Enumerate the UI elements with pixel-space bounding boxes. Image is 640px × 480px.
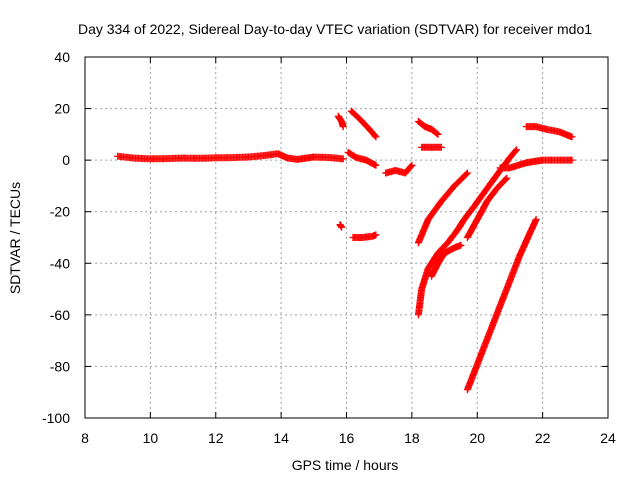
x-tick-label: 18 bbox=[404, 430, 420, 446]
series-pass-16c bbox=[344, 148, 380, 169]
series-markers bbox=[414, 118, 442, 138]
series-pass-16a bbox=[334, 112, 347, 131]
data-points bbox=[114, 107, 576, 394]
series-markers bbox=[418, 143, 445, 151]
series-markers bbox=[414, 169, 471, 247]
series-markers bbox=[349, 231, 380, 241]
y-tick-label: 20 bbox=[54, 101, 70, 117]
series-markers bbox=[382, 161, 416, 177]
series-markers bbox=[344, 148, 380, 169]
x-tick-label: 16 bbox=[339, 430, 355, 446]
series-pass-19b bbox=[463, 215, 540, 394]
series-markers bbox=[334, 112, 347, 131]
series-markers bbox=[522, 123, 576, 141]
series-pass-16e bbox=[349, 231, 380, 241]
x-axis-label: GPS time / hours bbox=[292, 457, 399, 473]
series-pass-18c bbox=[414, 169, 471, 247]
series-markers bbox=[347, 107, 380, 141]
series-markers bbox=[463, 215, 540, 394]
series-pass-21a bbox=[522, 123, 576, 141]
x-tick-label: 14 bbox=[273, 430, 289, 446]
series-markers bbox=[336, 221, 346, 231]
series-markers bbox=[496, 156, 576, 172]
series-baseline bbox=[114, 150, 347, 163]
series-markers bbox=[114, 150, 347, 163]
y-tick-label: -100 bbox=[42, 410, 70, 426]
y-tick-label: 40 bbox=[54, 49, 70, 65]
chart-title: Day 334 of 2022, Sidereal Day-to-day VTE… bbox=[78, 21, 592, 37]
series-pass-17a bbox=[382, 161, 416, 177]
x-tick-label: 20 bbox=[469, 430, 485, 446]
series-pass-18a bbox=[414, 118, 442, 138]
grid-lines bbox=[85, 57, 608, 418]
series-markers bbox=[463, 174, 511, 241]
y-tick-label: -80 bbox=[50, 358, 70, 374]
x-tick-label: 8 bbox=[81, 430, 89, 446]
y-axis-label: SDTVAR / TECUs bbox=[7, 182, 23, 294]
x-tick-label: 22 bbox=[535, 430, 551, 446]
y-tick-label: -20 bbox=[50, 204, 70, 220]
y-tick-label: 0 bbox=[62, 152, 70, 168]
series-pass-18e bbox=[428, 241, 465, 280]
series-pass-19a bbox=[463, 174, 511, 241]
y-axis-ticks: -100 -80 -60 -40 -20 0 20 40 bbox=[42, 49, 608, 426]
x-tick-label: 10 bbox=[143, 430, 159, 446]
series-pass-18b bbox=[418, 143, 445, 151]
y-tick-label: -40 bbox=[50, 255, 70, 271]
x-tick-label: 12 bbox=[208, 430, 224, 446]
series-pass-16b bbox=[347, 107, 380, 141]
x-tick-label: 24 bbox=[600, 430, 616, 446]
x-axis-ticks: 8 10 12 14 16 18 20 22 24 bbox=[81, 57, 616, 446]
series-pass-16d bbox=[336, 221, 346, 231]
series-markers bbox=[428, 241, 465, 280]
y-tick-label: -60 bbox=[50, 307, 70, 323]
series-pass-20a bbox=[496, 156, 576, 172]
